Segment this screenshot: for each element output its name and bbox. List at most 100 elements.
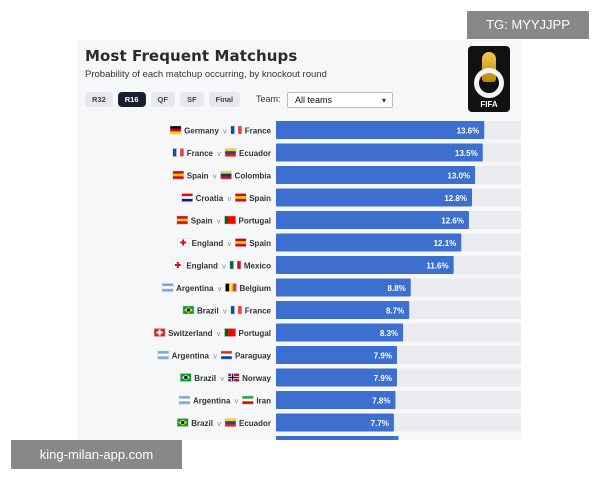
team-name: Iran — [256, 397, 271, 406]
chart-subtitle: Probability of each matchup occurring, b… — [85, 69, 327, 80]
flag-portugal-icon — [224, 215, 236, 225]
flag-stripe — [238, 306, 242, 314]
flag-mexico-icon — [229, 260, 242, 270]
flag-border — [224, 148, 237, 157]
flag-stripe — [224, 328, 229, 337]
chart-row: 8.3% Portugal v Switzerland — [153, 323, 521, 342]
team-name: Brazil — [197, 307, 219, 316]
matchup-separator: v — [220, 374, 224, 383]
flag-border — [229, 260, 242, 270]
flag-france-icon — [230, 305, 242, 315]
flag-stripe — [157, 356, 169, 360]
matchup-separator: v — [217, 217, 221, 226]
flag-border — [178, 395, 191, 405]
flag-belgium-icon — [225, 283, 237, 292]
chart-row: 12.6% Portugal v Spain — [176, 211, 521, 229]
flag-stripe — [176, 216, 188, 219]
flag-stripe — [231, 216, 236, 224]
matchup-bar-chart: 13.6%FrancevGermany13.5%EcuadorvFrance13… — [153, 121, 521, 440]
logo-ring — [474, 68, 504, 98]
team-name: Belgium — [239, 284, 271, 293]
flag-stripe — [235, 193, 247, 197]
flag-border — [172, 148, 184, 157]
flag-spain-icon — [176, 215, 188, 225]
team-name: Spain — [191, 217, 213, 226]
tab-qf[interactable]: QF — [150, 92, 175, 107]
flag-globe — [180, 420, 185, 425]
flag-border — [181, 193, 193, 202]
matchup-separator: v — [213, 172, 217, 181]
team-name: France — [245, 307, 272, 316]
flag-stripe — [224, 418, 236, 422]
team-name: France — [245, 127, 272, 136]
flag-border — [220, 350, 233, 360]
flag-border — [176, 215, 188, 225]
matchup-separator: v — [235, 397, 239, 406]
flag-stripe — [229, 261, 234, 269]
team-name: England — [186, 262, 218, 271]
flag-border — [224, 215, 236, 225]
flag-norway-icon — [227, 373, 240, 382]
watermark-top: TG: MYYJJPP — [467, 11, 589, 39]
team-name: Brazil — [194, 374, 216, 383]
bar — [276, 233, 462, 252]
bar-value-label: 7.9% — [374, 352, 392, 361]
tab-r32[interactable]: R32 — [85, 92, 113, 107]
chart-row: 7.9% Norway v Brazil — [180, 368, 521, 387]
chart-title: Most Frequent Matchups — [85, 47, 298, 65]
flag-stripe — [235, 238, 247, 242]
flag-cross-h — [174, 264, 181, 266]
flag-stripe — [157, 353, 169, 357]
bar-value-label: 8.7% — [386, 307, 404, 316]
bar-value-label: 8.8% — [388, 284, 406, 293]
bar-value-label: 12.1% — [434, 239, 457, 248]
flag-stripe — [231, 328, 236, 337]
chart-row: 13.6% France v Germany — [169, 121, 521, 139]
flag-cross-h — [156, 331, 163, 334]
bar — [276, 256, 454, 274]
matchup-separator: v — [227, 194, 231, 203]
bar-value-label: 7.8% — [372, 397, 390, 406]
flag-stripe — [242, 398, 254, 402]
bar-value-label: 13.5% — [455, 149, 478, 158]
flag-portugal-icon — [224, 328, 236, 337]
logo-text: FIFA — [480, 100, 498, 109]
flag-stripe — [178, 401, 190, 405]
flag-brazil-icon — [182, 305, 195, 315]
flag-stripe — [162, 286, 174, 290]
flag-stripe — [178, 396, 190, 399]
flag-border — [172, 260, 184, 270]
flag-brazil-icon — [176, 418, 189, 427]
flag-stripe — [181, 196, 193, 200]
team-name: Germany — [184, 127, 219, 136]
flag-stripe — [170, 126, 182, 129]
flag-stripe — [224, 151, 236, 155]
flag-stripe — [180, 148, 184, 157]
flag-border — [161, 283, 174, 292]
team-name: Argentina — [172, 352, 210, 361]
tab-final[interactable]: Final — [208, 92, 241, 107]
flag-border — [169, 125, 182, 135]
flag-argentina-icon — [178, 395, 191, 405]
team-name: Ecuador — [239, 149, 271, 158]
flag-stripe — [242, 396, 254, 399]
matchup-separator: v — [223, 127, 227, 136]
flag-france-icon — [172, 148, 184, 157]
matchup-separator: v — [223, 307, 227, 316]
tab-sf[interactable]: SF — [179, 92, 204, 107]
team-name: Spain — [249, 194, 271, 203]
tab-r16[interactable]: R16 — [117, 92, 146, 107]
team-select[interactable]: All teams ▾ — [287, 92, 393, 108]
flag-stripe — [230, 126, 235, 134]
chart-row: 13.0% Colombia v Spain — [172, 166, 521, 184]
flag-stripe — [162, 283, 174, 287]
flag-stripe — [224, 153, 236, 157]
flag-border — [235, 238, 247, 247]
flag-stripe — [220, 171, 232, 174]
watermark-bottom: king-milan-app.com — [11, 440, 182, 469]
flag-germany-icon — [169, 125, 182, 135]
flag-switzerland-icon — [153, 328, 166, 337]
bar-value-label: 11.6% — [426, 262, 448, 271]
